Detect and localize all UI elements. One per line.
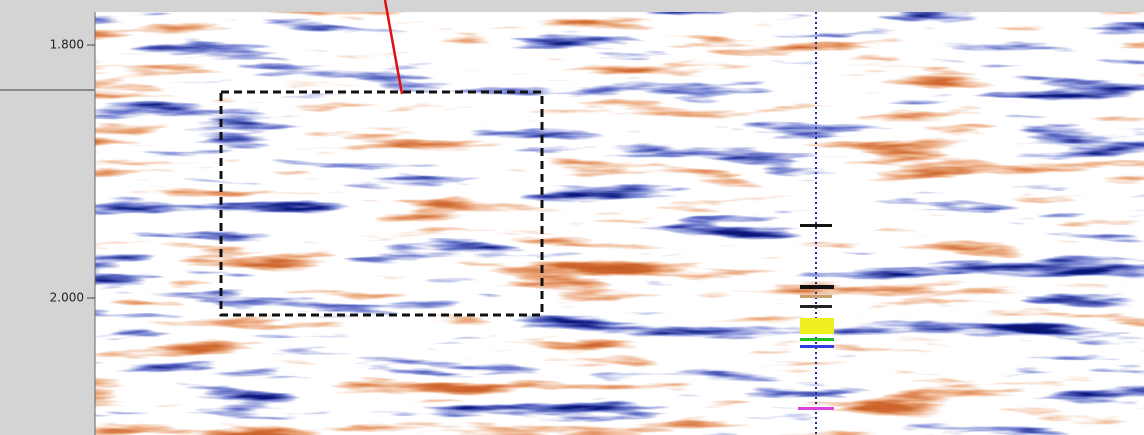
tick-label: 2.000 <box>50 291 84 305</box>
seismic-image <box>95 12 1144 435</box>
well-top <box>800 338 834 341</box>
well-top <box>800 224 832 227</box>
well-top <box>798 407 834 410</box>
well-top <box>800 318 834 334</box>
well-top <box>800 305 832 308</box>
well-top <box>800 285 834 289</box>
well-top <box>800 295 832 298</box>
tick-label: 1.800 <box>50 38 84 52</box>
well-markers <box>798 224 834 410</box>
pointer-line <box>383 0 404 95</box>
highlight-box <box>219 90 544 317</box>
well-top <box>800 345 834 348</box>
